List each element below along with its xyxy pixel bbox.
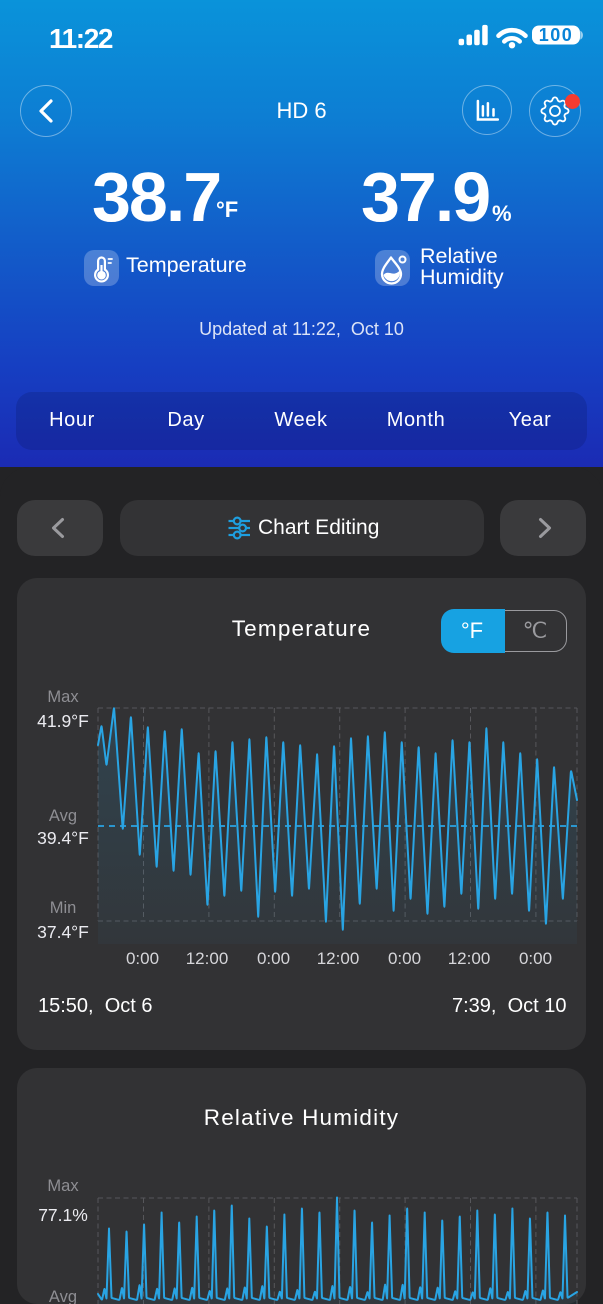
svg-text:100: 100 (539, 25, 574, 45)
